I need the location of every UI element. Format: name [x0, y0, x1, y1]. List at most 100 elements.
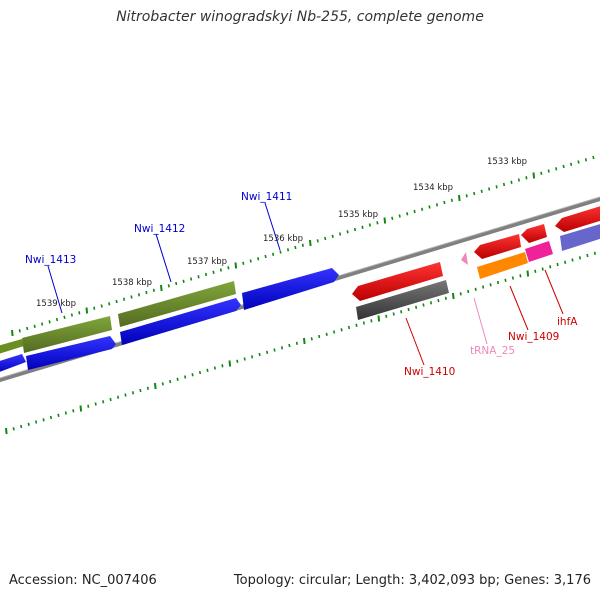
ruler-minor-tick — [301, 243, 304, 247]
ruler-label: 1534 kbp — [413, 183, 453, 193]
ruler-major-tick — [228, 360, 232, 367]
ruler-minor-tick — [212, 270, 215, 274]
purple-feature — [560, 224, 600, 251]
ruler-major-tick — [160, 284, 163, 292]
ruler-minor-tick — [109, 397, 112, 402]
ruler-minor-tick — [70, 313, 73, 317]
ruler-labels: 1533 kbp 1534 kbp 1535 kbp 1536 kbp 1537… — [36, 157, 527, 309]
ruler-major-tick — [377, 315, 381, 322]
ruler-minor-tick — [333, 330, 336, 334]
ruler-minor-tick — [249, 259, 252, 263]
ruler-minor-tick — [510, 180, 513, 184]
ruler-minor-tick — [131, 391, 135, 395]
ruler-minor-tick — [400, 310, 403, 314]
ruler-minor-tick — [219, 268, 222, 272]
ruler-minor-tick — [339, 232, 342, 236]
ruler-minor-tick — [473, 191, 476, 196]
ruler-minor-tick — [324, 236, 327, 241]
ruler-minor-tick — [279, 250, 282, 254]
ruler-minor-tick — [584, 158, 588, 162]
ruler-major-tick — [526, 270, 530, 277]
reverse-cds-right — [555, 206, 600, 232]
ruler-minor-tick — [18, 329, 21, 333]
ruler-minor-tick — [465, 194, 468, 198]
ruler-label: 1537 kbp — [187, 257, 227, 267]
ruler-minor-tick — [258, 352, 261, 357]
ruler-minor-tick — [519, 274, 522, 278]
ruler-minor-tick — [12, 427, 15, 431]
gene-label-nwi-1412: Nwi_1412 — [134, 223, 185, 235]
ruler-major-tick — [458, 194, 461, 202]
ruler-minor-tick — [93, 306, 96, 310]
ruler-minor-tick — [243, 357, 246, 361]
ruler-minor-tick — [72, 409, 75, 413]
ruler-minor-tick — [48, 320, 51, 324]
ruler-minor-tick — [152, 288, 155, 292]
ruler-minor-tick — [556, 262, 559, 267]
ruler-minor-tick — [117, 395, 120, 399]
ruler-major-tick — [383, 217, 387, 224]
ruler-major-tick — [79, 405, 83, 412]
ruler-minor-tick — [391, 216, 394, 220]
ruler-minor-tick — [190, 277, 193, 281]
ruler-minor-tick — [540, 171, 543, 175]
ruler-minor-tick — [55, 317, 59, 322]
reverse-cds-nwi-1410 — [352, 262, 443, 301]
ruler-minor-tick — [376, 221, 379, 225]
inner-ruler-ticks — [5, 251, 596, 435]
gene-labels: Nwi_1413 Nwi_1412 Nwi_1411 Nwi_1410 tRNA… — [25, 191, 578, 378]
ruler-minor-tick — [27, 422, 30, 426]
ruler-minor-tick — [495, 185, 498, 189]
ruler-minor-tick — [362, 321, 365, 325]
ruler-minor-tick — [474, 287, 477, 291]
ruler-minor-tick — [176, 377, 179, 381]
ruler-minor-tick — [100, 304, 103, 308]
ruler-minor-tick — [280, 346, 284, 350]
ruler-major-tick — [11, 329, 14, 337]
ruler-minor-tick — [146, 386, 149, 390]
ruler-minor-tick — [555, 167, 558, 171]
ruler-minor-tick — [49, 415, 53, 420]
ruler-minor-tick — [221, 364, 224, 368]
ruler-minor-tick — [346, 230, 349, 234]
ruler-minor-tick — [204, 272, 208, 277]
ruler-minor-tick — [353, 227, 357, 232]
ruler-minor-tick — [368, 223, 371, 227]
ruler-minor-tick — [264, 254, 267, 259]
ruler-minor-tick — [340, 328, 343, 332]
ruler-minor-tick — [459, 292, 462, 296]
ruler-minor-tick — [286, 248, 290, 252]
reverse-cds-nwi-1409 — [474, 234, 521, 259]
ruler-minor-tick — [592, 155, 595, 160]
ruler-minor-tick — [578, 256, 582, 260]
ruler-minor-tick — [273, 348, 276, 352]
gene-label-ihfa: ihfA — [557, 316, 578, 328]
trna-25 — [461, 252, 468, 265]
ruler-minor-tick — [206, 368, 209, 372]
ruler-label: 1539 kbp — [36, 299, 76, 309]
ruler-minor-tick — [139, 388, 142, 393]
ruler-minor-tick — [398, 214, 401, 218]
ruler-minor-tick — [331, 234, 334, 238]
ruler-minor-tick — [288, 343, 291, 348]
ruler-minor-tick — [87, 404, 90, 408]
outer-ruler-ticks — [11, 153, 600, 337]
ruler-major-tick — [303, 337, 306, 345]
ruler-minor-tick — [435, 203, 439, 207]
gene-label-nwi-1413: Nwi_1413 — [25, 254, 76, 266]
ruler-minor-tick — [130, 295, 133, 299]
ruler-minor-tick — [444, 296, 447, 300]
ruler-minor-tick — [295, 341, 298, 345]
ruler-minor-tick — [480, 189, 483, 193]
ruler-minor-tick — [370, 319, 373, 323]
forward-cds-nwi-1412 — [120, 298, 241, 345]
ruler-minor-tick — [428, 205, 431, 209]
ruler-minor-tick — [182, 279, 185, 283]
ruler-label: 1538 kbp — [112, 278, 152, 288]
ruler-major-tick — [5, 427, 8, 435]
ruler-minor-tick — [525, 176, 528, 180]
ruler-minor-tick — [564, 260, 567, 264]
ruler-minor-tick — [35, 420, 38, 424]
ruler-minor-tick — [488, 187, 491, 191]
